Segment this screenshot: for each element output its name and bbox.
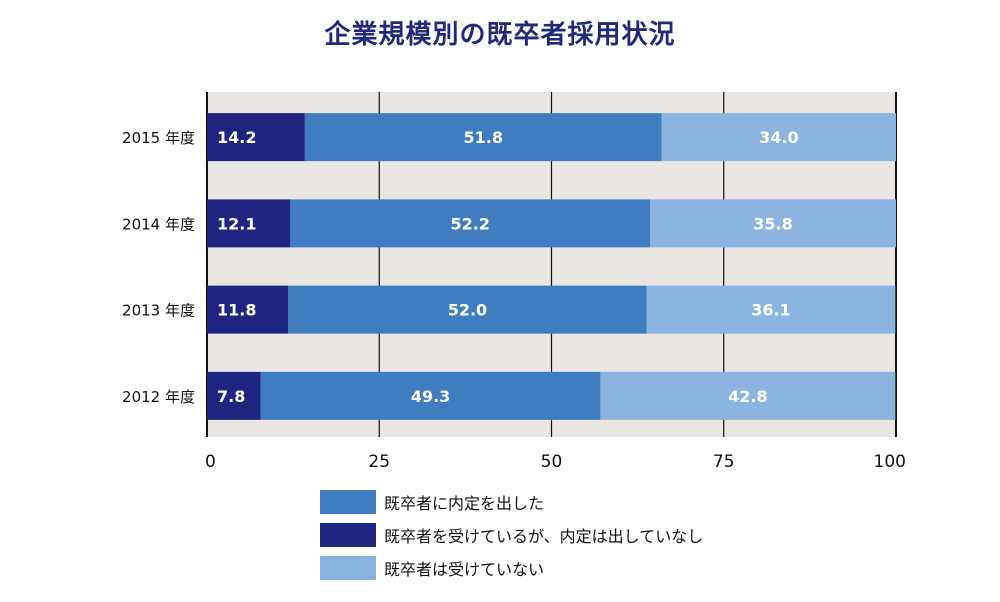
- bar-label-2-2: 36.1: [751, 301, 790, 320]
- bar-0-2: [661, 113, 896, 162]
- tick-label-75: 75: [713, 452, 735, 472]
- legend-swatch-not-received: [320, 556, 376, 580]
- legend-label-received-no-offer: 既卒者を受けているが、内定は出していなし: [384, 527, 704, 546]
- bar-3-2: [600, 371, 896, 420]
- bar-label-1-0: 12.1: [217, 214, 256, 233]
- category-label-3: 2012 年度: [122, 388, 195, 406]
- bar-3-1: [260, 371, 601, 420]
- chart-title: 企業規模別の既卒者採用状況: [324, 20, 676, 50]
- bar-label-2-1: 52.0: [448, 301, 487, 320]
- bar-1-1: [290, 199, 651, 248]
- bar-0-1: [304, 113, 662, 162]
- bar-2-1: [288, 285, 647, 334]
- bar-label-0-0: 14.2: [217, 128, 256, 147]
- bar-label-3-0: 7.8: [217, 387, 245, 406]
- bar-label-1-2: 35.8: [753, 214, 792, 233]
- tick-label-50: 50: [541, 452, 563, 472]
- category-label-1: 2014 年度: [122, 215, 195, 233]
- legend-swatch-offered: [320, 490, 376, 514]
- tick-label-0: 0: [205, 452, 216, 472]
- bar-1-0: [207, 199, 291, 248]
- legend-swatch-received-no-offer: [320, 523, 376, 547]
- tick-label-25: 25: [368, 452, 390, 472]
- bar-label-1-1: 52.2: [450, 214, 489, 233]
- legend-label-offered: 既卒者に内定を出した: [384, 494, 545, 513]
- bar-label-0-1: 51.8: [464, 128, 503, 147]
- legend-item-received-no-offer: 既卒者を受けているが、内定は出していなし: [320, 523, 703, 547]
- bar-label-3-2: 42.8: [728, 387, 767, 406]
- bar-label-3-1: 49.3: [411, 387, 450, 406]
- legend-item-not-received: 既卒者は受けていない: [320, 556, 703, 580]
- bar-0-0: [207, 113, 305, 162]
- bar-2-0: [207, 285, 289, 334]
- bar-label-0-2: 34.0: [759, 128, 798, 147]
- legend-label-not-received: 既卒者は受けていない: [384, 560, 545, 579]
- bar-3-0: [207, 371, 261, 420]
- category-label-0: 2015 年度: [122, 129, 195, 147]
- tick-label-100: 100: [874, 452, 906, 472]
- legend-item-offered: 既卒者に内定を出した: [320, 490, 703, 514]
- bar-label-2-0: 11.8: [217, 301, 256, 320]
- category-label-2: 2013 年度: [122, 302, 195, 320]
- bar-2-2: [646, 285, 896, 334]
- legend: 既卒者に内定を出した 既卒者を受けているが、内定は出していなし 既卒者は受けてい…: [320, 490, 703, 589]
- bar-1-2: [650, 199, 896, 248]
